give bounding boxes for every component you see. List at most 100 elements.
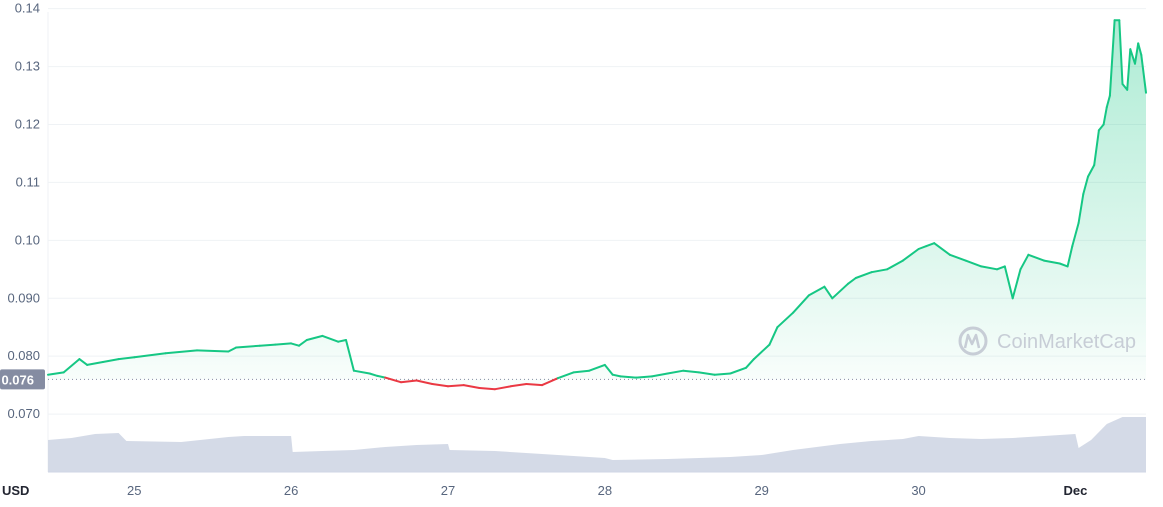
price-line-segment [650,372,669,378]
price-line-segment [352,369,371,375]
price-line-segment [1102,106,1108,126]
price-line-segment [1027,253,1045,262]
coinmarketcap-logo-icon [958,326,988,356]
price-line-segment [494,385,512,391]
price-line-segment [376,374,387,379]
price-line-segment [1118,19,1124,85]
price-line-segment [870,268,889,274]
price-line-segment [321,334,340,343]
price-line-segment [752,343,771,361]
y-tick-label: 0.11 [16,174,40,189]
price-line [47,19,1147,391]
price-line-segment [274,342,293,346]
price-line-segment [1137,42,1143,56]
x-tick-label: 28 [598,483,612,498]
price-line-segment [1066,245,1074,268]
price-line-segment [933,242,951,256]
price-line-segment [164,349,198,355]
price-line-segment [619,375,638,379]
price-line-segment [62,358,81,374]
price-line-segment [337,339,347,343]
price-line-segment [1011,268,1022,300]
price-line-segment [666,369,685,375]
price-line-segment [399,379,418,384]
currency-label: USD [2,483,29,498]
price-line-segment [823,285,834,300]
price-line-segment [635,375,653,379]
price-line-segment [415,379,434,385]
price-line-segment [847,277,857,285]
x-tick-label: 30 [911,483,925,498]
gridlines [47,8,1146,473]
price-line-segment [611,373,622,378]
x-tick-label: 25 [127,483,141,498]
price-line-segment [1140,54,1147,94]
price-line-segment [78,358,89,366]
price-line-segment [588,363,606,372]
price-line-segment [478,387,496,391]
reference-price-badge-bg [0,369,45,390]
price-line-segment [854,271,873,279]
price-line-segment [925,242,936,248]
price-line-segment [1105,94,1111,109]
price-line-segment [682,369,700,374]
price-line-segment [1019,253,1030,271]
price-line-segment [556,371,575,380]
price-line-segment [133,352,167,359]
y-tick-label: 0.12 [15,117,40,132]
y-tick-label: 0.090 [7,290,40,305]
price-line-segment [305,334,324,341]
price-line-segment [117,356,136,361]
price-line-segment [101,358,120,363]
y-tick-label: 0.13 [15,59,40,74]
price-line-segment [886,259,904,271]
price-line-segment [776,311,795,329]
price-line-segment [196,349,230,353]
x-axis-ticks: 25 26 27 28 29 30 Dec [127,483,1087,498]
price-line-segment [917,245,928,250]
price-line-segment [1077,193,1085,224]
price-line-segment [603,363,614,376]
price-line-segment [235,344,261,349]
price-line-segment [1134,42,1140,65]
price-line-segment [1129,48,1136,65]
price-line-segment [290,342,300,347]
y-axis-ticks: 0.14 0.13 0.12 0.11 0.10 0.090 0.080 0.070 [7,1,40,421]
price-line-segment [729,366,747,375]
price-line-segment [948,253,967,262]
price-line-segment [980,265,998,271]
price-area-fill [48,20,1146,390]
price-line-segment [447,384,465,388]
price-line-segment [227,346,238,353]
price-line-segment [431,383,449,388]
x-tick-label: 27 [441,483,455,498]
price-line-segment [1003,265,1014,300]
price-line-segment [1058,262,1069,268]
price-line-segment [745,358,755,369]
price-line-segment [713,372,732,376]
price-line-segment [525,383,544,387]
price-line-segment [509,383,528,388]
price-line-segment [462,384,481,389]
x-tick-label: 26 [284,483,298,498]
price-line-segment [368,372,379,377]
price-line-segment [572,369,591,374]
volume-shape [48,417,1146,472]
volume-area [48,417,1146,472]
watermark-text: CoinMarketCap [997,331,1136,353]
price-line-segment [964,259,983,268]
coinmarketcap-logo-mark [963,333,981,349]
reference-price-badge: 0.076 [0,369,45,390]
x-tick-label: Dec [1063,483,1087,498]
price-line-segment [345,339,355,372]
y-tick-label: 0.10 [15,232,40,247]
y-tick-label: 0.14 [15,1,40,16]
price-line-segment [1043,259,1061,265]
price-line-segment [792,294,810,314]
price-line-segment [384,376,402,384]
price-line-segment [996,265,1006,271]
price-line-segment [698,371,716,376]
price-line-segment [1108,19,1116,97]
price-line-segment [768,326,779,346]
